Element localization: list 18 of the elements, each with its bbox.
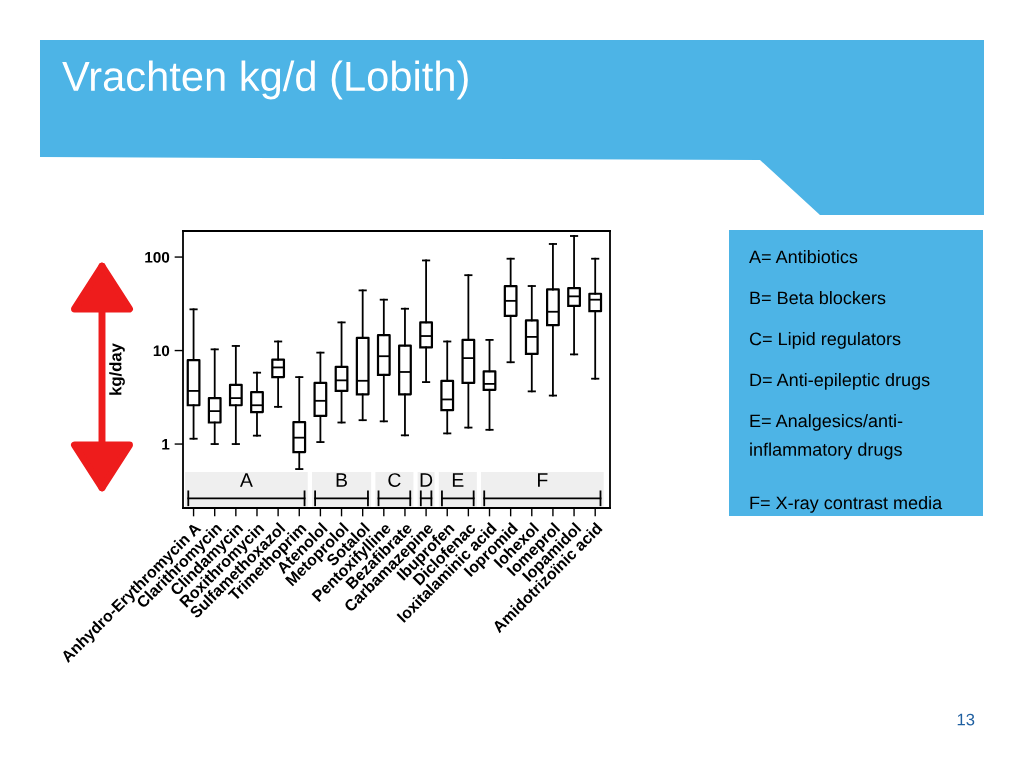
y-tick-label: 10 [153,345,170,357]
y-tick-label: 100 [145,251,170,263]
band-label: B [336,473,347,487]
text: F= X-ray contrast media [750,496,943,513]
text: E= Analgesics/anti- inflammatory drugs [750,414,903,460]
band-label: E [452,473,464,487]
text: A= Antibiotics [749,250,858,264]
text: D= Anti-epileptic drugs [750,373,930,390]
chart-title: Vrachten kg/d (Lobith) [62,60,468,100]
y-axis-title: kg/day [109,343,125,395]
text: 13 [957,713,975,726]
y-tick-label: 1 [162,439,170,450]
band-label: A [239,473,253,487]
band-label: C [388,473,401,487]
text: C= Lipid regulators [749,332,901,349]
band-label: F [538,473,548,487]
band-label: D [420,473,433,487]
text: B= Beta blockers [750,291,886,305]
